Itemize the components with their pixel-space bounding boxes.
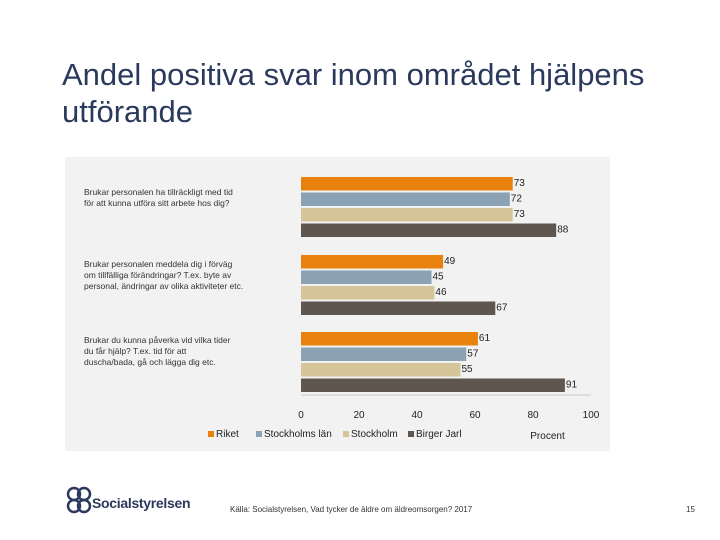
- data-label: 49: [444, 256, 456, 267]
- x-tick-label: 20: [353, 410, 365, 421]
- category-label: Brukar personalen meddela dig i förväg om…: [84, 259, 243, 291]
- logo-text: Socialstyrelsen: [92, 495, 191, 511]
- data-label: 67: [496, 302, 508, 313]
- bar: [301, 223, 557, 237]
- bar: [301, 301, 496, 315]
- data-label: 55: [462, 364, 474, 375]
- chart-panel: Brukar personalen ha tillräckligt med ti…: [65, 157, 610, 451]
- legend-label: Riket: [216, 429, 239, 440]
- page-title: Andel positiva svar inom området hjälpen…: [62, 57, 645, 129]
- x-tick-label: 40: [411, 410, 423, 421]
- socialstyrelsen-logo: Socialstyrelsen: [66, 486, 206, 518]
- legend-label: Stockholm: [351, 429, 398, 440]
- data-label: 73: [514, 209, 526, 220]
- bar: [301, 347, 467, 361]
- data-label: 73: [514, 178, 526, 189]
- bar: [301, 208, 513, 222]
- source-note: Källa: Socialstyrelsen, Vad tycker de äl…: [230, 505, 473, 514]
- legend-swatch: [256, 431, 262, 437]
- x-tick-label: 80: [527, 410, 539, 421]
- x-tick-label: 60: [469, 410, 481, 421]
- page-number: 15: [686, 505, 695, 514]
- bar: [301, 270, 432, 284]
- data-label: 45: [433, 271, 445, 282]
- data-label: 72: [511, 193, 523, 204]
- data-label: 91: [566, 379, 578, 390]
- category-label: Brukar personalen ha tillräckligt med ti…: [84, 187, 233, 208]
- x-tick-label: 0: [298, 410, 304, 421]
- bar: [301, 378, 565, 392]
- bar: [301, 286, 435, 300]
- legend-label: Stockholms län: [264, 429, 332, 440]
- data-label: 57: [467, 348, 479, 359]
- logo-mark-icon: [66, 486, 92, 514]
- legend-swatch: [343, 431, 349, 437]
- data-label: 46: [435, 287, 447, 298]
- legend-label: Birger Jarl: [416, 429, 462, 440]
- bar: [301, 363, 461, 377]
- data-label: 61: [479, 333, 491, 344]
- bar: [301, 192, 510, 206]
- x-tick-label: 100: [583, 410, 600, 421]
- category-label: Brukar du kunna påverka vid vilka tider d…: [84, 335, 231, 367]
- x-axis-label: Procent: [530, 431, 565, 442]
- legend-swatch: [208, 431, 214, 437]
- bar: [301, 255, 444, 269]
- legend-swatch: [408, 431, 414, 437]
- bar-chart: Brukar personalen ha tillräckligt med ti…: [84, 177, 600, 442]
- bar: [301, 332, 478, 346]
- bar: [301, 177, 513, 191]
- data-label: 88: [557, 224, 569, 235]
